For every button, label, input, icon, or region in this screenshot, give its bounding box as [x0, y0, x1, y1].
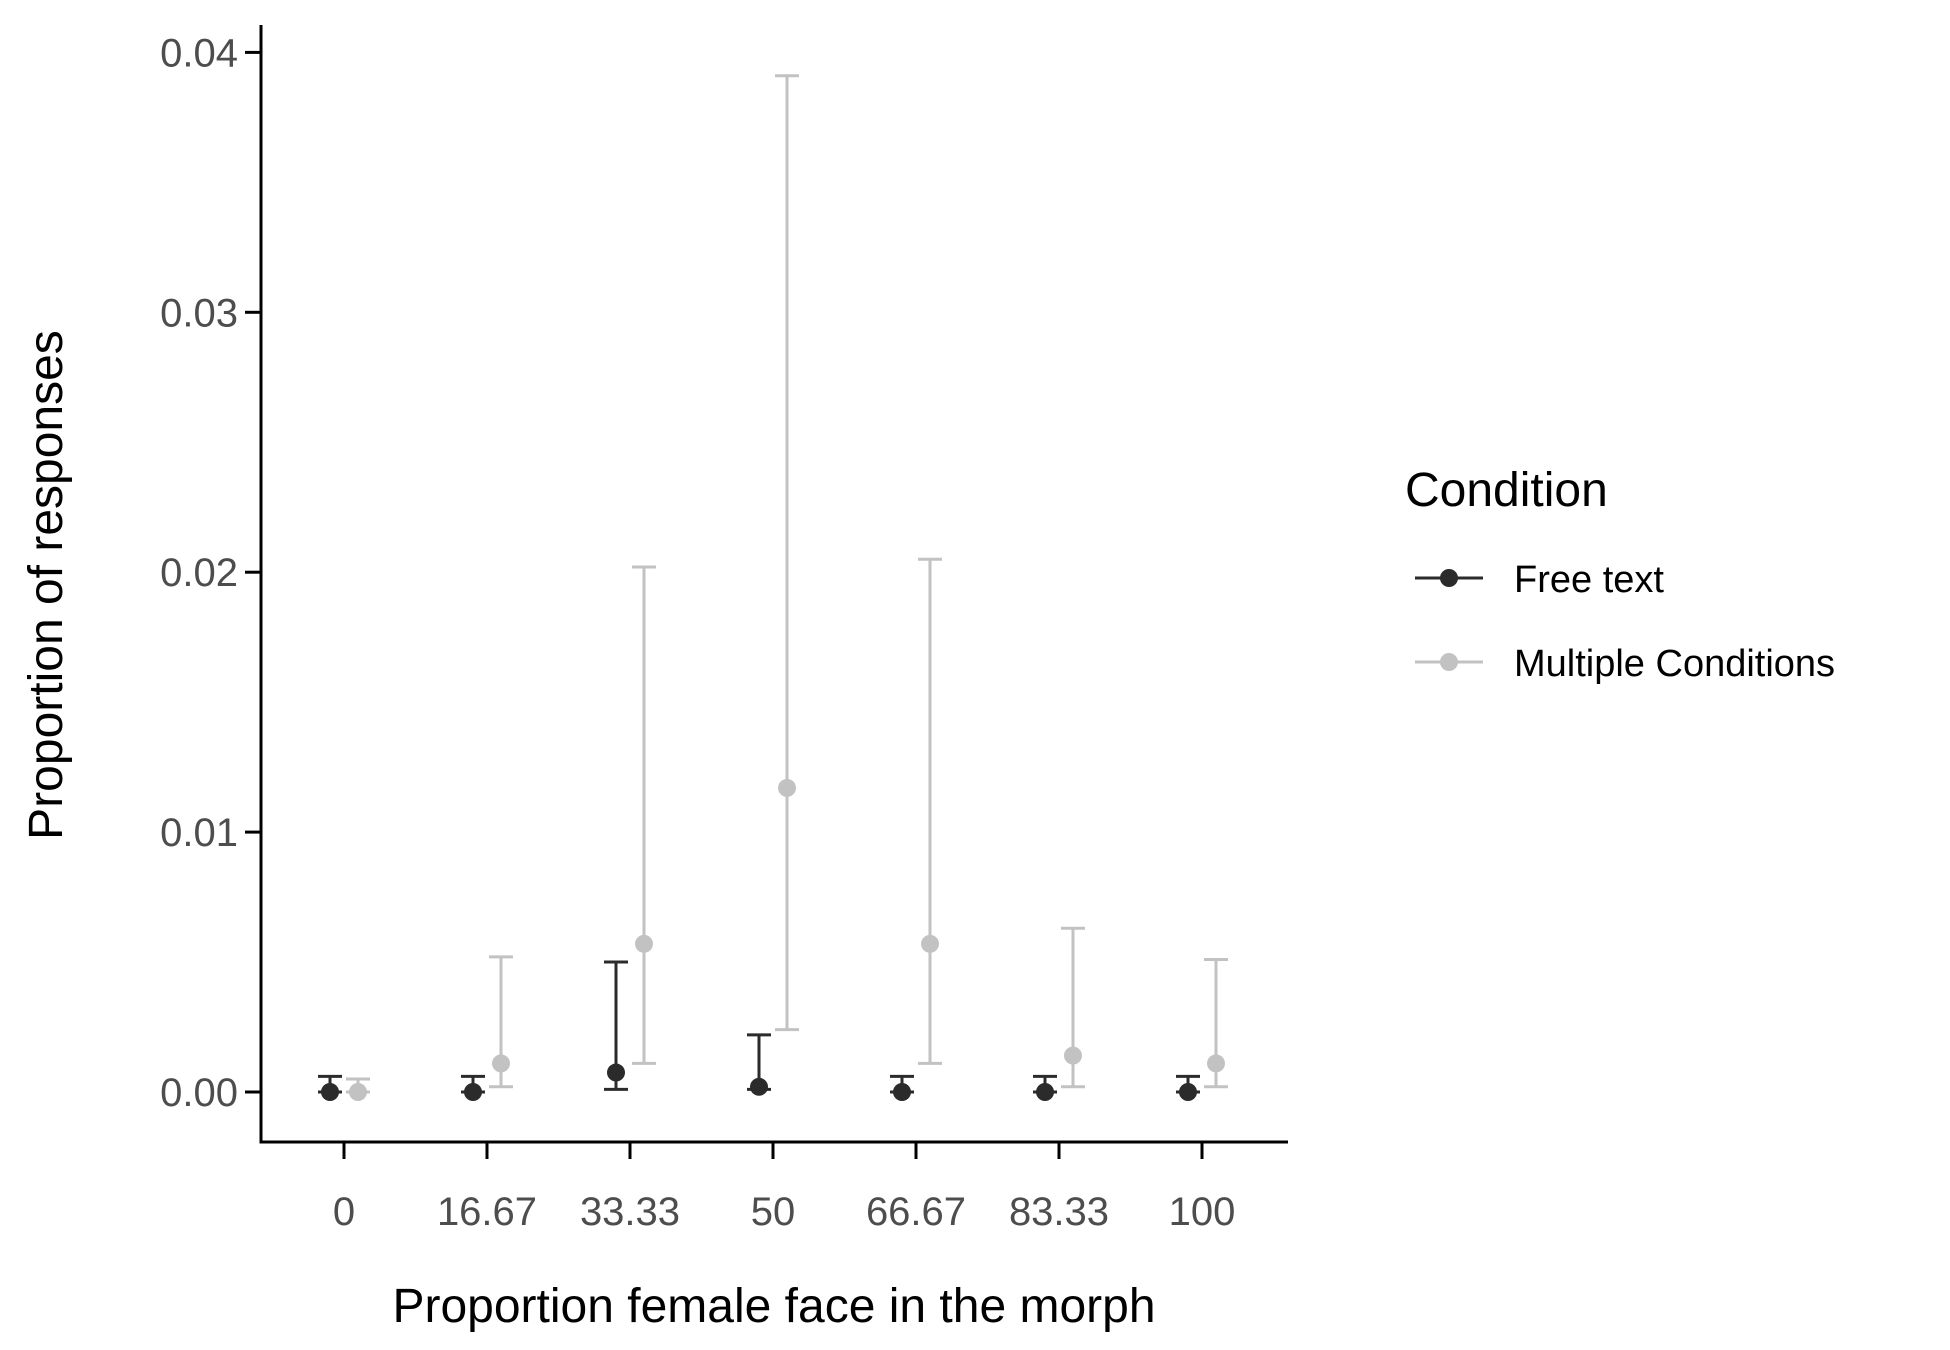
- data-point: [464, 1083, 482, 1101]
- y-tick-label: 0.03: [160, 291, 238, 335]
- y-tick-label: 0.00: [160, 1071, 238, 1115]
- x-tick-label: 66.67: [866, 1190, 966, 1234]
- data-point: [921, 934, 939, 953]
- x-axis-title: Proportion female face in the morph: [392, 1280, 1155, 1333]
- legend-key-point-free-text: [1440, 569, 1458, 587]
- series-free-text: [318, 960, 1200, 1101]
- y-tick-label: 0.04: [160, 31, 238, 75]
- x-tick-label: 50: [751, 1190, 796, 1234]
- y-tick-label: 0.01: [160, 811, 238, 855]
- y-axis-title: Proportion of responses: [20, 330, 73, 840]
- x-tick-label: 0: [333, 1190, 355, 1234]
- legend-key-point-multiple-conditions: [1440, 653, 1458, 671]
- data-point: [750, 1077, 768, 1096]
- data-point: [1179, 1083, 1197, 1101]
- legend-item-free-text: Free text: [1415, 559, 1664, 601]
- axes: [259, 25, 1288, 1144]
- data-point: [1036, 1083, 1054, 1101]
- legend-item-multiple-conditions: Multiple Conditions: [1415, 643, 1835, 685]
- x-tick-label: 100: [1169, 1190, 1236, 1234]
- data-point: [1064, 1046, 1082, 1065]
- x-tick-label: 16.67: [437, 1190, 537, 1234]
- legend-title: Condition: [1405, 464, 1608, 517]
- data-point: [321, 1083, 339, 1101]
- data-point: [349, 1083, 367, 1101]
- legend-label-multiple-conditions: Multiple Conditions: [1514, 643, 1835, 685]
- y-tick-label: 0.02: [160, 551, 238, 595]
- x-tick-label: 83.33: [1009, 1190, 1109, 1234]
- y-ticks: 0.00 0.01 0.02 0.03 0.04: [160, 31, 261, 1115]
- x-ticks: 0 16.67 33.33 50 66.67 83.33 100: [333, 1142, 1236, 1234]
- data-point: [1207, 1054, 1225, 1073]
- data-point: [778, 778, 796, 797]
- legend-label-free-text: Free text: [1514, 559, 1664, 601]
- data-point: [492, 1054, 510, 1073]
- legend: Condition Free text Multiple Conditions: [1405, 464, 1835, 685]
- data-marks: [318, 74, 1228, 1101]
- x-tick-label: 33.33: [580, 1190, 680, 1234]
- data-point: [607, 1063, 625, 1082]
- data-point: [893, 1083, 911, 1101]
- data-point: [635, 934, 653, 953]
- series-multiple-conditions: [346, 74, 1228, 1101]
